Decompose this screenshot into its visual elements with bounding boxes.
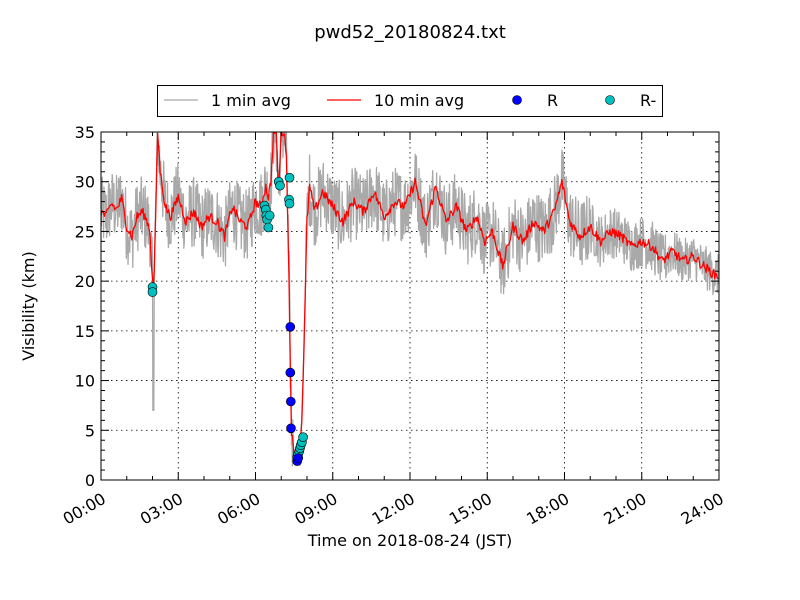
x-tick-label: 09:00 <box>291 489 340 529</box>
marker-r <box>285 367 296 378</box>
y-axis-label: Visibility (km) <box>19 251 38 360</box>
marker-r <box>285 396 296 407</box>
plot-area <box>101 132 719 467</box>
marker-r-minus <box>263 222 274 233</box>
marker-r-minus <box>147 287 158 297</box>
x-tick-label: 24:00 <box>678 489 727 529</box>
x-tick-label: 06:00 <box>214 489 263 529</box>
marker-r-minus <box>284 198 295 209</box>
marker-r-minus <box>264 210 275 221</box>
legend-marker-r <box>512 95 522 105</box>
legend-label-1min: 1 min avg <box>211 91 291 110</box>
x-tick-label: 15:00 <box>446 489 495 529</box>
marker-r <box>286 423 296 434</box>
marker-r-minus <box>284 172 295 183</box>
legend-frame <box>157 85 663 117</box>
x-tick-label: 00:00 <box>60 489 109 529</box>
marker-r <box>293 453 304 463</box>
x-tick-label: 12:00 <box>369 489 418 529</box>
y-tick-label: 35 <box>75 123 95 142</box>
marker-r <box>285 322 296 332</box>
legend-label-r-minus: R- <box>640 91 656 110</box>
y-tick-label: 10 <box>75 372 95 391</box>
y-tick-label: 15 <box>75 322 95 341</box>
x-tick-label: 18:00 <box>523 489 572 529</box>
marker-r-minus <box>298 432 308 443</box>
x-axis-label: Time on 2018-08-24 (JST) <box>307 531 512 550</box>
chart-title: pwd52_20180824.txt <box>314 22 506 43</box>
legend: 1 min avg 10 min avg R R- <box>157 85 663 117</box>
y-tick-label: 25 <box>75 222 95 241</box>
legend-label-r: R <box>547 91 558 110</box>
y-tick-label: 0 <box>85 471 95 490</box>
series-line-10-min-avg <box>101 132 719 466</box>
marker-r-minus <box>275 180 285 191</box>
axes-frame <box>100 131 720 481</box>
y-tick-label: 20 <box>75 272 95 291</box>
x-tick-label: 03:00 <box>137 489 186 529</box>
y-tick-label: 5 <box>85 421 95 440</box>
x-tick-label: 21:00 <box>600 489 649 529</box>
legend-marker-r-minus <box>605 95 615 105</box>
legend-label-10min: 10 min avg <box>374 91 464 110</box>
y-tick-label: 30 <box>75 173 95 192</box>
